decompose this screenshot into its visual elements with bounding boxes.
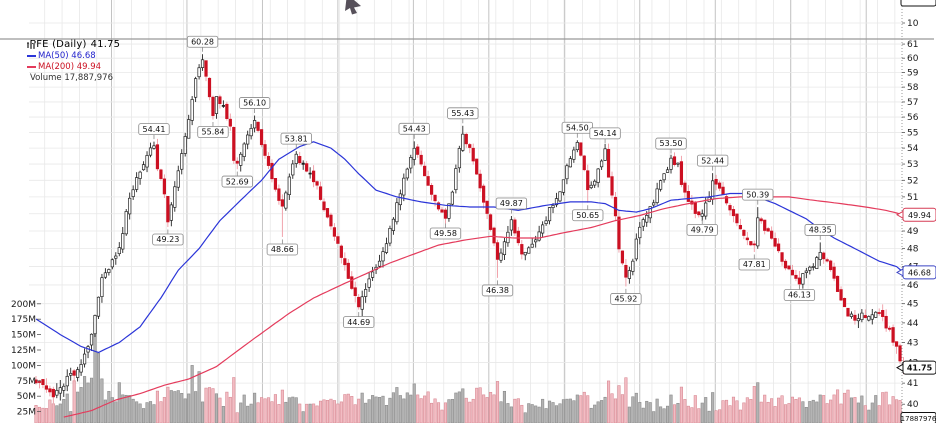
svg-text:52.69: 52.69 — [226, 177, 249, 186]
svg-text:46: 46 — [907, 281, 919, 291]
legend-ma200-row: MA(200) 49.94 — [27, 62, 120, 72]
svg-text:44.69: 44.69 — [347, 318, 370, 327]
svg-text:48: 48 — [907, 245, 919, 255]
svg-text:55.43: 55.43 — [451, 109, 474, 118]
svg-text:150M: 150M — [11, 331, 36, 341]
price-annotations: 54.41 49.23 60.28 55.84 52.69 56.10 48.66 53.81… — [138, 35, 836, 328]
svg-text:46.68: 46.68 — [908, 268, 931, 277]
svg-text:57: 57 — [907, 98, 918, 108]
svg-text:49: 49 — [907, 227, 919, 237]
svg-text:75M: 75M — [17, 377, 36, 387]
svg-text:49.79: 49.79 — [691, 226, 714, 235]
legend-symbol-row: PFE (Daily) 41.75 — [27, 40, 120, 50]
svg-text:17887976: 17887976 — [901, 415, 936, 423]
svg-text:60.28: 60.28 — [191, 37, 214, 46]
ma200-axis-box: 49.94 — [895, 207, 936, 222]
svg-text:47.81: 47.81 — [743, 260, 766, 269]
svg-text:56: 56 — [907, 113, 919, 123]
svg-text:58: 58 — [907, 83, 919, 93]
svg-text:54: 54 — [907, 144, 919, 154]
svg-text:61: 61 — [907, 40, 918, 50]
svg-text:54.50: 54.50 — [566, 123, 589, 132]
svg-text:49.94: 49.94 — [908, 211, 931, 220]
last-price-box: 41.75 — [895, 360, 936, 375]
svg-text:50M: 50M — [17, 392, 36, 402]
svg-text:48.35: 48.35 — [809, 226, 832, 235]
volume-axis-box: 17887976 — [900, 412, 936, 423]
svg-text:49.87: 49.87 — [500, 199, 523, 208]
svg-text:175M: 175M — [11, 315, 36, 325]
legend-volume-row: Volume 17,887,976 — [27, 41, 120, 83]
svg-text:200M: 200M — [11, 300, 36, 310]
svg-text:44: 44 — [907, 319, 919, 329]
ma200-line — [63, 196, 904, 418]
svg-text:50.65: 50.65 — [576, 211, 599, 220]
svg-text:46.38: 46.38 — [486, 286, 509, 295]
legend-symbol: PFE (Daily) — [30, 39, 87, 50]
upper-panel-tick-label: 10 — [907, 19, 919, 29]
svg-text:49.58: 49.58 — [434, 229, 457, 238]
svg-text:54.43: 54.43 — [403, 125, 426, 134]
legend-ma200: MA(200) 49.94 — [38, 62, 102, 72]
svg-text:48.66: 48.66 — [271, 245, 294, 254]
svg-text:25M: 25M — [17, 408, 36, 418]
legend-volume: Volume 17,887,976 — [30, 73, 113, 83]
svg-text:55: 55 — [907, 128, 918, 138]
svg-text:54.41: 54.41 — [143, 125, 166, 134]
svg-text:53.50: 53.50 — [660, 139, 683, 148]
svg-text:45.92: 45.92 — [614, 295, 637, 304]
mouse-cursor-icon — [345, 0, 361, 15]
volume-bars — [34, 321, 906, 423]
svg-text:49.23: 49.23 — [156, 235, 179, 244]
legend-last-price: 41.75 — [90, 39, 121, 50]
svg-text:100M: 100M — [11, 361, 36, 371]
ma50-swatch-icon — [27, 55, 36, 57]
svg-text:125M: 125M — [11, 346, 36, 356]
ma200-swatch-icon — [27, 66, 36, 68]
chart-legend: PFE (Daily) 41.75 MA(50) 46.68 MA(200) 4… — [27, 40, 120, 84]
svg-text:54.14: 54.14 — [594, 129, 617, 138]
svg-text:52: 52 — [907, 176, 918, 186]
svg-text:53.81: 53.81 — [285, 134, 308, 143]
left-axis: 200M 175M 150M 125M 100M 75M 50M 25M — [11, 300, 41, 418]
svg-text:46.13: 46.13 — [788, 291, 811, 300]
svg-text:53: 53 — [907, 160, 918, 170]
svg-text:52.44: 52.44 — [701, 156, 724, 165]
top-partial-box — [900, 0, 936, 7]
svg-text:51: 51 — [907, 193, 918, 203]
legend-ma50: MA(50) 46.68 — [38, 51, 96, 61]
svg-text:45: 45 — [907, 300, 918, 310]
svg-text:60: 60 — [907, 54, 919, 64]
legend-ma50-row: MA(50) 46.68 — [27, 51, 120, 61]
ma50-axis-box: 46.68 — [895, 265, 936, 280]
svg-text:43: 43 — [907, 338, 918, 348]
candlesticks — [34, 54, 906, 404]
svg-text:41.75: 41.75 — [907, 364, 933, 373]
svg-text:40: 40 — [907, 400, 919, 410]
svg-text:50.39: 50.39 — [746, 190, 769, 199]
svg-text:59: 59 — [907, 69, 919, 79]
svg-text:55.84: 55.84 — [202, 128, 225, 137]
svg-text:56.10: 56.10 — [243, 99, 266, 108]
svg-text:41: 41 — [907, 379, 918, 389]
